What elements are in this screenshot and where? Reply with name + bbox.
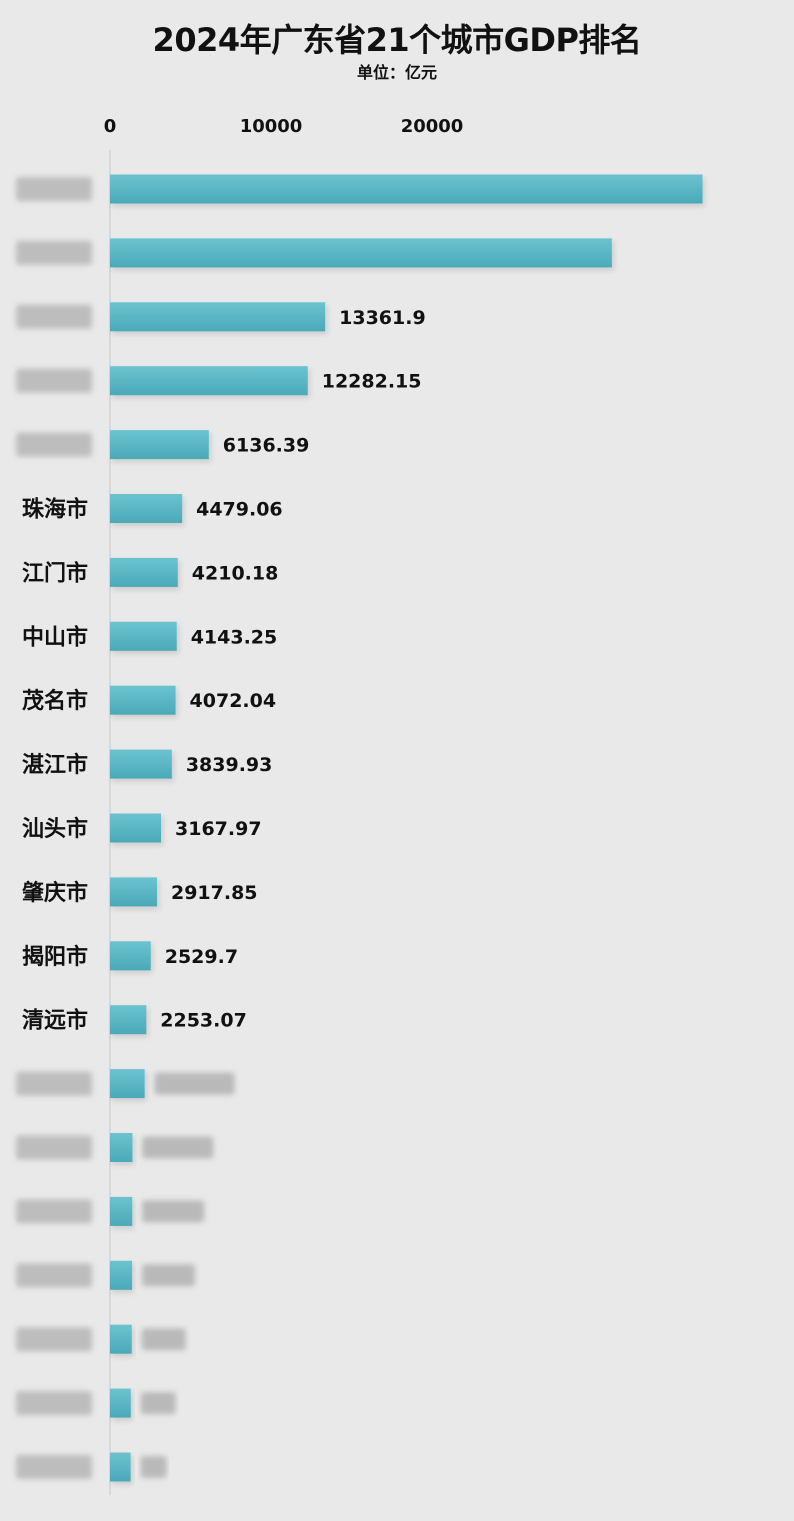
bar xyxy=(110,366,308,396)
value-label: 12282.15 xyxy=(322,371,422,393)
blurred-category-label xyxy=(16,304,92,329)
bar xyxy=(110,749,172,779)
blurred-category-label xyxy=(16,432,92,457)
bar xyxy=(110,302,326,332)
bar xyxy=(110,1260,133,1290)
bar xyxy=(110,1452,131,1482)
blurred-value-label xyxy=(140,1392,176,1415)
value-label: 3839.93 xyxy=(186,754,273,776)
category-label: 清远市 xyxy=(22,1008,88,1034)
blurred-category-label xyxy=(16,1263,92,1288)
value-label: 2529.7 xyxy=(165,946,238,968)
x-tick-label: 0 xyxy=(104,116,117,137)
bar xyxy=(110,430,209,460)
chart-title: 2024年广东省21个城市GDP排名 xyxy=(152,21,642,59)
blurred-category-label xyxy=(16,240,92,265)
bar xyxy=(110,621,177,651)
category-label: 茂名市 xyxy=(22,688,88,714)
blurred-category-label xyxy=(16,1455,92,1479)
blurred-category-label xyxy=(16,1071,92,1096)
value-label: 4143.25 xyxy=(191,626,278,648)
value-label: 6136.39 xyxy=(223,435,310,457)
value-label: 2253.07 xyxy=(160,1010,247,1032)
bar xyxy=(110,238,612,268)
category-label: 揭阳市 xyxy=(22,944,88,970)
blurred-value-label xyxy=(140,1456,167,1478)
value-label: 4210.18 xyxy=(192,562,279,584)
blurred-category-label xyxy=(16,368,92,393)
chart-subtitle: 单位：亿元 xyxy=(356,63,437,82)
category-label: 汕头市 xyxy=(22,816,88,842)
bar xyxy=(110,494,183,523)
category-label: 珠海市 xyxy=(22,497,88,523)
bar xyxy=(110,685,176,715)
bar xyxy=(110,877,157,907)
blurred-value-label xyxy=(142,1264,196,1287)
bar xyxy=(110,1005,147,1035)
bar xyxy=(110,1196,133,1226)
blurred-category-label xyxy=(16,1327,92,1352)
value-label: 4072.04 xyxy=(190,690,277,712)
blurred-category-label xyxy=(16,1391,92,1416)
bar xyxy=(110,1324,132,1354)
bar xyxy=(110,557,178,587)
value-label: 13361.9 xyxy=(339,307,426,329)
bar xyxy=(110,1388,131,1418)
category-label: 肇庆市 xyxy=(22,880,88,906)
blurred-value-label xyxy=(154,1072,235,1095)
value-label: 3167.97 xyxy=(175,818,262,840)
blurred-category-label xyxy=(16,1135,92,1160)
blurred-value-label xyxy=(142,1136,214,1159)
x-tick-label: 20000 xyxy=(401,116,464,137)
bar xyxy=(110,174,703,204)
value-label: 4479.06 xyxy=(196,499,283,521)
value-label: 2917.85 xyxy=(171,882,258,904)
bar xyxy=(110,1133,133,1162)
category-label: 江门市 xyxy=(22,560,88,586)
category-label: 湛江市 xyxy=(22,752,88,778)
blurred-category-label xyxy=(16,177,92,201)
blurred-value-label xyxy=(142,1200,205,1223)
blurred-category-label xyxy=(16,1199,92,1224)
blurred-value-label xyxy=(141,1328,186,1351)
x-tick-label: 10000 xyxy=(240,116,303,137)
bar xyxy=(110,813,162,843)
bar xyxy=(110,1069,145,1099)
category-label: 中山市 xyxy=(22,624,88,650)
bar xyxy=(110,941,151,971)
